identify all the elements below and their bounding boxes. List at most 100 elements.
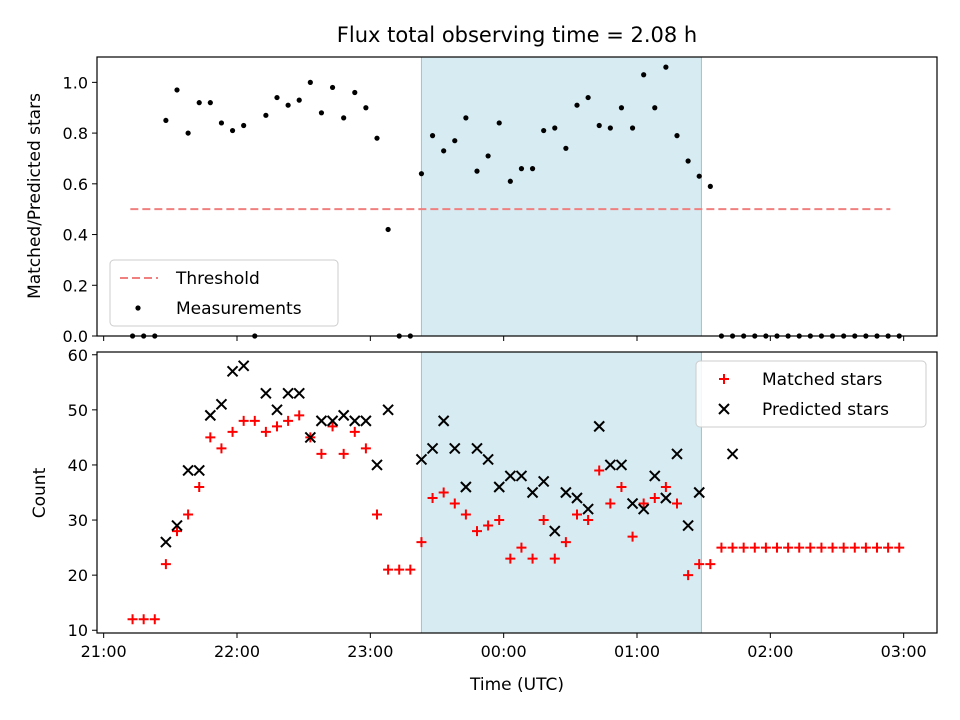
measurement-point (452, 138, 458, 144)
measurement-point (307, 79, 313, 85)
y-tick-label: 0.4 (63, 226, 88, 245)
predicted-stars-point (226, 365, 239, 377)
matched-stars-point (383, 564, 394, 575)
predicted-stars-point (660, 492, 672, 504)
matched-stars-point (716, 542, 727, 553)
predicted-stars-point (426, 442, 439, 455)
matched-stars-point (605, 498, 616, 509)
legend-box (109, 259, 339, 327)
measurement-point (263, 112, 269, 118)
matched-stars-point (405, 564, 416, 575)
matched-stars-point (160, 559, 171, 570)
plot-frame (96, 351, 938, 634)
legend-predicted-swatch (718, 403, 730, 415)
measurement-point (585, 94, 591, 101)
matched-stars-point (483, 520, 494, 531)
matched-stars-point (183, 509, 194, 520)
matched-stars-point (616, 481, 627, 492)
predicted-stars-point (537, 475, 550, 488)
measurement-point (374, 135, 380, 141)
measurement-point (296, 97, 302, 103)
matched-stars-point (638, 498, 649, 509)
predicted-stars-point (671, 448, 683, 460)
matched-stars-point (460, 509, 471, 520)
predicted-stars-point (449, 442, 461, 455)
matched-stars-point (294, 410, 305, 421)
y-tick-label: 30 (68, 511, 88, 530)
matched-stars-point (449, 498, 460, 509)
matched-stars-point (360, 443, 371, 454)
predicted-stars-point (626, 497, 639, 510)
measurement-point (207, 100, 213, 106)
matched-stars-point (516, 542, 527, 553)
predicted-stars-point (460, 481, 472, 493)
predicted-stars-point (493, 481, 505, 493)
matched-stars-point (427, 493, 438, 504)
matched-stars-point (127, 614, 138, 625)
predicted-stars-point (371, 459, 383, 471)
measurement-point (563, 145, 569, 151)
measurement-point (485, 153, 491, 159)
y-tick-label: 10 (68, 621, 88, 640)
measurement-point (163, 117, 169, 124)
matched-stars-point (138, 614, 149, 625)
matched-stars-point (149, 614, 160, 625)
x-tick-label: 03:00 (881, 642, 927, 661)
y-tick-label: 1.0 (63, 73, 88, 92)
matched-stars-point (316, 448, 327, 459)
matched-stars-point (249, 415, 260, 426)
predicted-stars-point (382, 404, 394, 416)
matched-stars-point (694, 559, 705, 570)
bottom-panel: 10 20 30 40 50 60 21:00 22:00 23:00 00:00 01:00 02:… (68, 346, 938, 661)
matched-stars-point (205, 432, 216, 443)
measurement-point (185, 130, 191, 136)
measurement-point (274, 94, 280, 101)
measurement-point (529, 166, 536, 172)
x-axis-label: Time (UTC) (469, 675, 564, 695)
matched-stars-point (472, 526, 482, 537)
measurement-point (341, 115, 347, 121)
matched-stars-point (583, 515, 594, 526)
measurement-point (229, 127, 236, 134)
y-tick-label: 0.0 (63, 327, 88, 346)
legend-label: Predicted stars (762, 400, 889, 420)
y-tick-label: 20 (68, 566, 88, 585)
matched-stars-point (660, 481, 671, 492)
matched-stars-point (783, 542, 794, 553)
matched-stars-point (738, 542, 749, 553)
measurement-point (652, 105, 658, 111)
measurement-point (429, 133, 436, 139)
y-tick-label: 0.6 (63, 175, 88, 194)
top-y-axis-label: Matched/Predicted stars (25, 93, 45, 299)
x-tick-label: 02:00 (747, 642, 793, 661)
predicted-stars-point (360, 415, 372, 427)
matched-stars-point (538, 515, 549, 526)
measurement-point (318, 110, 325, 116)
measurement-point (696, 173, 702, 179)
measurement-point (607, 125, 613, 131)
measurement-point (329, 84, 336, 91)
matched-stars-point (816, 542, 827, 553)
highlight-span (421, 57, 702, 336)
measurement-point (685, 158, 691, 164)
matched-stars-point (505, 553, 516, 564)
measurement-point (707, 183, 713, 189)
predicted-stars-point (571, 492, 583, 504)
measurement-point (496, 120, 502, 126)
matched-stars-point (238, 415, 249, 426)
matched-stars-point (272, 421, 282, 432)
predicted-stars-point (604, 459, 617, 471)
matched-stars-point (749, 542, 760, 553)
matched-stars-point (805, 542, 816, 553)
predicted-stars-point (349, 415, 361, 427)
y-tick-label: 0.2 (63, 276, 88, 295)
predicted-stars-point (549, 525, 561, 537)
chart-title: Flux total observing time = 2.08 h (337, 23, 697, 47)
predicted-stars-point (293, 387, 305, 400)
x-tick-label: 00:00 (481, 642, 527, 661)
matched-stars-point (372, 509, 382, 520)
predicted-stars-point (515, 470, 528, 482)
matched-stars-point (672, 498, 682, 509)
predicted-stars-point (637, 503, 650, 515)
measurement-point (174, 87, 180, 93)
